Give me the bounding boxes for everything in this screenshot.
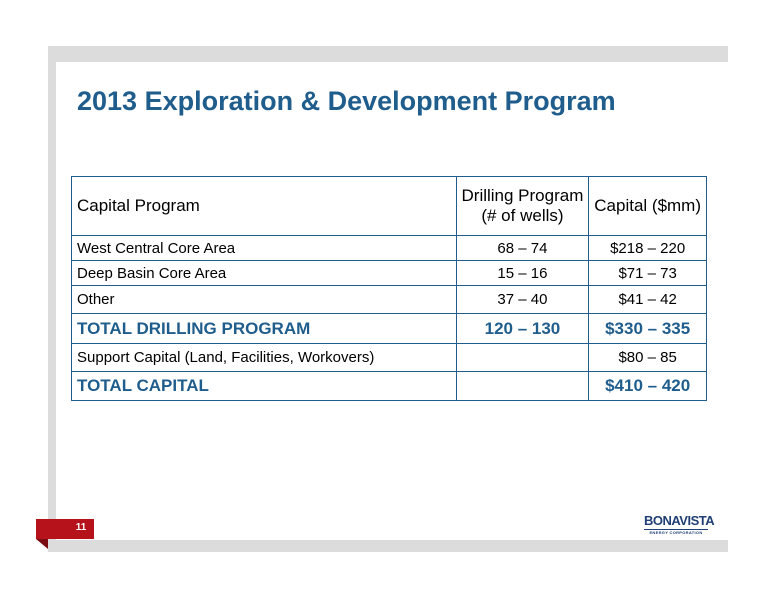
total-capital-row: TOTAL CAPITAL $410 – 420	[71, 371, 707, 401]
total-drilling-wells: 120 – 130	[455, 313, 590, 344]
support-capital-label: Support Capital (Land, Facilities, Worko…	[71, 343, 457, 372]
header-capital-mm: Capital ($mm)	[588, 176, 707, 236]
total-drilling-capital: $330 – 335	[588, 313, 707, 344]
support-capital-row: Support Capital (Land, Facilities, Worko…	[71, 343, 707, 372]
table-row: West Central Core Area 68 – 74 $218 – 22…	[71, 235, 707, 261]
row-wells: 15 – 16	[455, 260, 590, 286]
total-drilling-row: TOTAL DRILLING PROGRAM 120 – 130 $330 – …	[71, 313, 707, 344]
bonavista-logo: BONAVISTA ENERGY CORPORATION	[644, 513, 715, 540]
table-header-row: Capital Program Drilling Program (# of w…	[71, 176, 707, 236]
logo-tagline: ENERGY CORPORATION	[644, 529, 708, 536]
header-drilling-program: Drilling Program (# of wells)	[455, 176, 590, 236]
header-capital-program: Capital Program	[71, 176, 457, 236]
page-number: 11	[75, 522, 87, 533]
table-row: Deep Basin Core Area 15 – 16 $71 – 73	[71, 260, 707, 286]
support-capital-wells	[455, 343, 590, 372]
total-drilling-label: TOTAL DRILLING PROGRAM	[71, 313, 457, 344]
total-capital-wells	[455, 371, 590, 401]
slide-title: 2013 Exploration & Development Program	[77, 86, 616, 116]
total-capital-value: $410 – 420	[588, 371, 707, 401]
logo-wordmark: BONAVISTA	[644, 513, 715, 528]
capital-program-table: Capital Program Drilling Program (# of w…	[71, 176, 707, 401]
row-label: Other	[71, 285, 457, 314]
table-row: Other 37 – 40 $41 – 42	[71, 285, 707, 314]
support-capital-value: $80 – 85	[588, 343, 707, 372]
row-label: West Central Core Area	[71, 235, 457, 261]
row-label: Deep Basin Core Area	[71, 260, 457, 286]
row-capital: $218 – 220	[588, 235, 707, 261]
row-wells: 37 – 40	[455, 285, 590, 314]
row-wells: 68 – 74	[455, 235, 590, 261]
page-tab-fold	[36, 539, 48, 549]
page-number-tab	[36, 519, 94, 539]
row-capital: $41 – 42	[588, 285, 707, 314]
row-capital: $71 – 73	[588, 260, 707, 286]
total-capital-label: TOTAL CAPITAL	[71, 371, 457, 401]
